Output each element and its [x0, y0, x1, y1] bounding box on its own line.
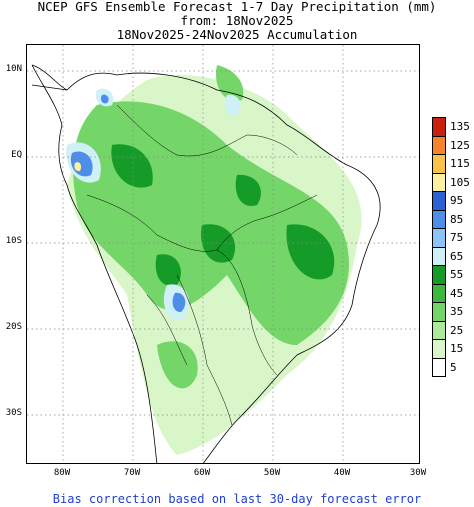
- lon-label-70w: 70W: [123, 468, 141, 478]
- legend-label: 65: [450, 249, 464, 263]
- legend-label: 15: [450, 342, 464, 355]
- coastline: [31, 64, 381, 463]
- legend-swatch: [432, 154, 446, 174]
- legend-swatch: [432, 135, 446, 155]
- lat-label-eq: EQ: [11, 150, 22, 160]
- color-legend: [432, 117, 446, 377]
- legend-swatch: [432, 283, 446, 303]
- lon-label-40w: 40W: [333, 468, 351, 478]
- precip-blue: [70, 94, 186, 313]
- lon-label-60w: 60W: [193, 468, 211, 478]
- forecast-date: from: 18Nov2025: [180, 13, 294, 28]
- lat-label-30s: 30S: [5, 408, 22, 418]
- legend-swatch: [432, 265, 446, 285]
- accumulation-period: 18Nov2025-24Nov2025 Accumulation: [116, 27, 358, 42]
- legend-label: 55: [450, 268, 464, 281]
- legend-label: 45: [450, 286, 464, 300]
- legend-label: 115: [450, 157, 470, 170]
- legend-label: 85: [450, 212, 464, 226]
- legend-swatch: [432, 228, 446, 248]
- legend-swatch: [432, 339, 446, 359]
- legend-swatch: [432, 302, 446, 322]
- lat-label-10s: 10S: [5, 236, 22, 246]
- lon-label-30w: 30W: [409, 468, 427, 478]
- legend-swatch: [432, 320, 446, 340]
- legend-label: 125: [450, 138, 470, 152]
- map-canvas: [27, 45, 419, 463]
- legend-label: 105: [450, 175, 470, 189]
- map-title: NCEP GFS Ensemble Forecast 1-7 Day Preci…: [37, 0, 437, 14]
- lat-label-20s: 20S: [5, 322, 22, 332]
- legend-swatch: [432, 191, 446, 211]
- legend-label: 25: [450, 323, 464, 337]
- country-borders: [86, 104, 318, 426]
- lon-label-50w: 50W: [263, 468, 281, 478]
- legend-label: 135: [450, 120, 470, 133]
- precipitation-map: [26, 44, 420, 464]
- bias-correction-note: Bias correction based on last 30-day for…: [52, 492, 422, 506]
- legend-label: 75: [450, 231, 464, 244]
- lat-label-10n: 10N: [5, 64, 22, 74]
- legend-label: 35: [450, 305, 464, 318]
- lon-label-80w: 80W: [53, 468, 71, 478]
- legend-label: 5: [450, 360, 457, 374]
- legend-swatch: [432, 246, 446, 266]
- legend-label: 95: [450, 194, 464, 207]
- legend-swatch: [432, 117, 446, 137]
- precip-yellow: [74, 162, 82, 172]
- legend-swatch: [432, 357, 446, 377]
- precip-dark-green: [111, 144, 335, 286]
- legend-swatch: [432, 209, 446, 229]
- legend-swatch: [432, 172, 446, 192]
